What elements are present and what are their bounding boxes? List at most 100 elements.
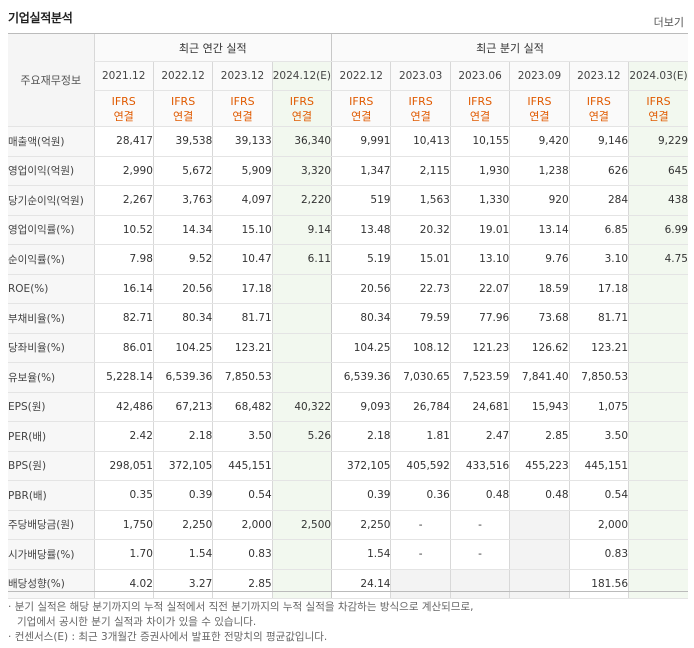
table-row: 유보율(%) 5,228.14 6,539.36 7,850.53 6,539.36 7,…	[8, 362, 688, 393]
row-label: 부채비율(%)	[8, 303, 94, 334]
table-cell: 123.21	[212, 333, 273, 363]
accounting-standard: IFRS 연결	[152, 90, 213, 127]
period-header: 2022.12	[152, 61, 213, 91]
table-cell: 79.59	[390, 303, 451, 334]
table-cell: 9,420	[509, 126, 570, 157]
accounting-standard: IFRS 연결	[628, 90, 688, 127]
ifrs-label: IFRS	[230, 94, 255, 108]
table-cell: 5.19	[331, 244, 391, 275]
ifrs-label: IFRS	[170, 94, 196, 108]
ifrs-label: IFRS	[349, 94, 374, 108]
table-cell: 445,151	[568, 451, 629, 481]
annual-group-header: 최근 연간 실적	[93, 34, 332, 62]
table-cell	[628, 451, 688, 481]
table-cell: 5,672	[152, 156, 213, 186]
more-link[interactable]: 더보기	[653, 16, 684, 29]
table-cell: 7,850.53	[212, 362, 273, 393]
table-cell: 14.34	[152, 215, 213, 245]
table-cell	[271, 539, 332, 570]
table-cell: 77.96	[449, 303, 510, 334]
table-cell: 81.71	[212, 303, 273, 334]
table-cell	[628, 274, 688, 304]
table-cell: 126.62	[509, 333, 570, 363]
ifrs-label: IFRS	[527, 94, 552, 108]
table-cell: 1,930	[449, 156, 510, 186]
table-cell: 2,000	[212, 510, 273, 540]
accounting-standard: IFRS 연결	[509, 90, 570, 127]
table-row: 시가배당률(%) 1.70 1.54 0.83 1.54- -0.83	[8, 539, 688, 570]
table-cell: 9,991	[331, 126, 391, 157]
table-cell: 104.25	[152, 333, 213, 363]
table-cell: 17.18	[212, 274, 273, 304]
ifrs-label: IFRS	[111, 94, 136, 108]
table-cell: 1,347	[331, 156, 391, 186]
table-cell: 5,228.14	[93, 362, 154, 393]
table-cell	[509, 569, 570, 599]
row-label: 매출액(억원)	[8, 126, 94, 157]
table-cell	[271, 451, 332, 481]
table-cell: 5.26	[271, 421, 332, 452]
table-cell: 10.47	[212, 244, 273, 275]
table-cell: 3.10	[568, 244, 629, 275]
table-cell: 7,850.53	[568, 362, 629, 393]
row-label: PBR(배)	[8, 480, 94, 511]
table-row: PER(배) 2.42 2.18 3.50 5.26 2.18 1.81 2.47 2.85 3.…	[8, 421, 688, 452]
note-text: 기업에서 공시한 분기 실적과 차이가 있을 수 있습니다.	[17, 616, 257, 628]
table-cell: 3.27	[152, 569, 213, 599]
table-cell: 22.73	[390, 274, 451, 304]
table-cell: 80.34	[152, 303, 213, 334]
period-header: 2023.12	[568, 61, 629, 91]
table-cell: 181.56	[568, 569, 629, 599]
table-cell	[509, 539, 570, 570]
table-cell: 73.68	[509, 303, 570, 334]
table-cell: 2,990	[93, 156, 154, 186]
table-cell: 15,943	[509, 392, 570, 422]
table-cell: 2.85	[509, 421, 570, 452]
row-label: 시가배당률(%)	[8, 539, 94, 570]
table-cell: 645	[628, 156, 688, 186]
table-row: 영업이익(억원) 2,990 5,672 5,909 3,320 1,347 2,115 1,…	[8, 156, 688, 186]
table-cell: 433,516	[449, 451, 510, 481]
table-cell: 0.35	[93, 480, 154, 511]
table-cell: 7,523.59	[449, 362, 510, 393]
table-cell: 15.01	[390, 244, 451, 275]
table-cell: 1,330	[449, 185, 510, 216]
table-cell	[271, 274, 332, 304]
table-row: 당기순이익(억원) 2,267 3,763 4,097 2,220 519 1,563 1,3…	[8, 185, 688, 216]
table-cell: 1.54	[152, 539, 213, 570]
financial-table: 주요재무정보 최근 연간 실적 최근 분기 실적 2021.12 2022.12 2023…	[8, 34, 688, 599]
table-cell: 10,413	[390, 126, 451, 157]
table-cell: 19.01	[449, 215, 510, 245]
table-cell	[628, 510, 688, 540]
table-cell	[628, 392, 688, 422]
table-cell: 2.18	[152, 421, 213, 452]
table-cell	[271, 480, 332, 511]
table-cell: 3,320	[271, 156, 332, 186]
table-cell: 13.14	[509, 215, 570, 245]
table-cell	[509, 510, 570, 540]
table-cell: 0.48	[509, 480, 570, 511]
period-header: 2023.03	[390, 61, 451, 91]
table-row: BPS(원) 298,051 372,105 445,151 372,105 405,59…	[8, 451, 688, 481]
table-cell: 20.32	[390, 215, 451, 245]
row-label: EPS(원)	[8, 392, 94, 422]
period-header: 2023.06	[449, 61, 510, 91]
table-row: ROE(%) 16.14 20.56 17.18 20.56 22.73 22.07 18.5…	[8, 274, 688, 304]
consolidated-label: 연결	[232, 109, 253, 123]
table-cell: 0.48	[449, 480, 510, 511]
table-cell: 28,417	[93, 126, 154, 157]
table-cell: 9,093	[331, 392, 391, 422]
table-cell: -	[390, 510, 451, 540]
table-cell: 81.71	[568, 303, 629, 334]
table-cell: 2,500	[271, 510, 332, 540]
row-label: ROE(%)	[8, 274, 94, 304]
table-cell: -	[449, 510, 510, 540]
table-cell: 1.81	[390, 421, 451, 452]
table-cell: 0.83	[212, 539, 273, 570]
table-cell	[390, 569, 451, 599]
table-cell: 2.47	[449, 421, 510, 452]
table-cell: 1,750	[93, 510, 154, 540]
table-cell: 4.75	[628, 244, 688, 275]
table-cell: 6,539.36	[152, 362, 213, 393]
